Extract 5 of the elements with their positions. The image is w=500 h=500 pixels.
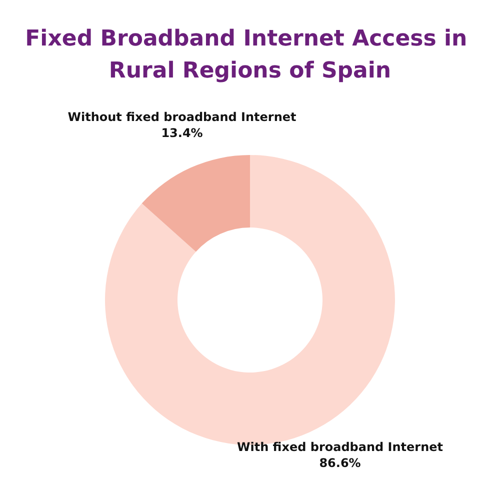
slice-label: With fixed broadband Internet: [236, 440, 444, 454]
chart-title: Fixed Broadband Internet Access in Rural Regions of Spain: [25, 26, 475, 84]
data-label: 86.6%: [319, 456, 361, 470]
slice-label: Without fixed broadband Internet: [68, 110, 297, 124]
data-label: 13.4%: [161, 126, 203, 140]
